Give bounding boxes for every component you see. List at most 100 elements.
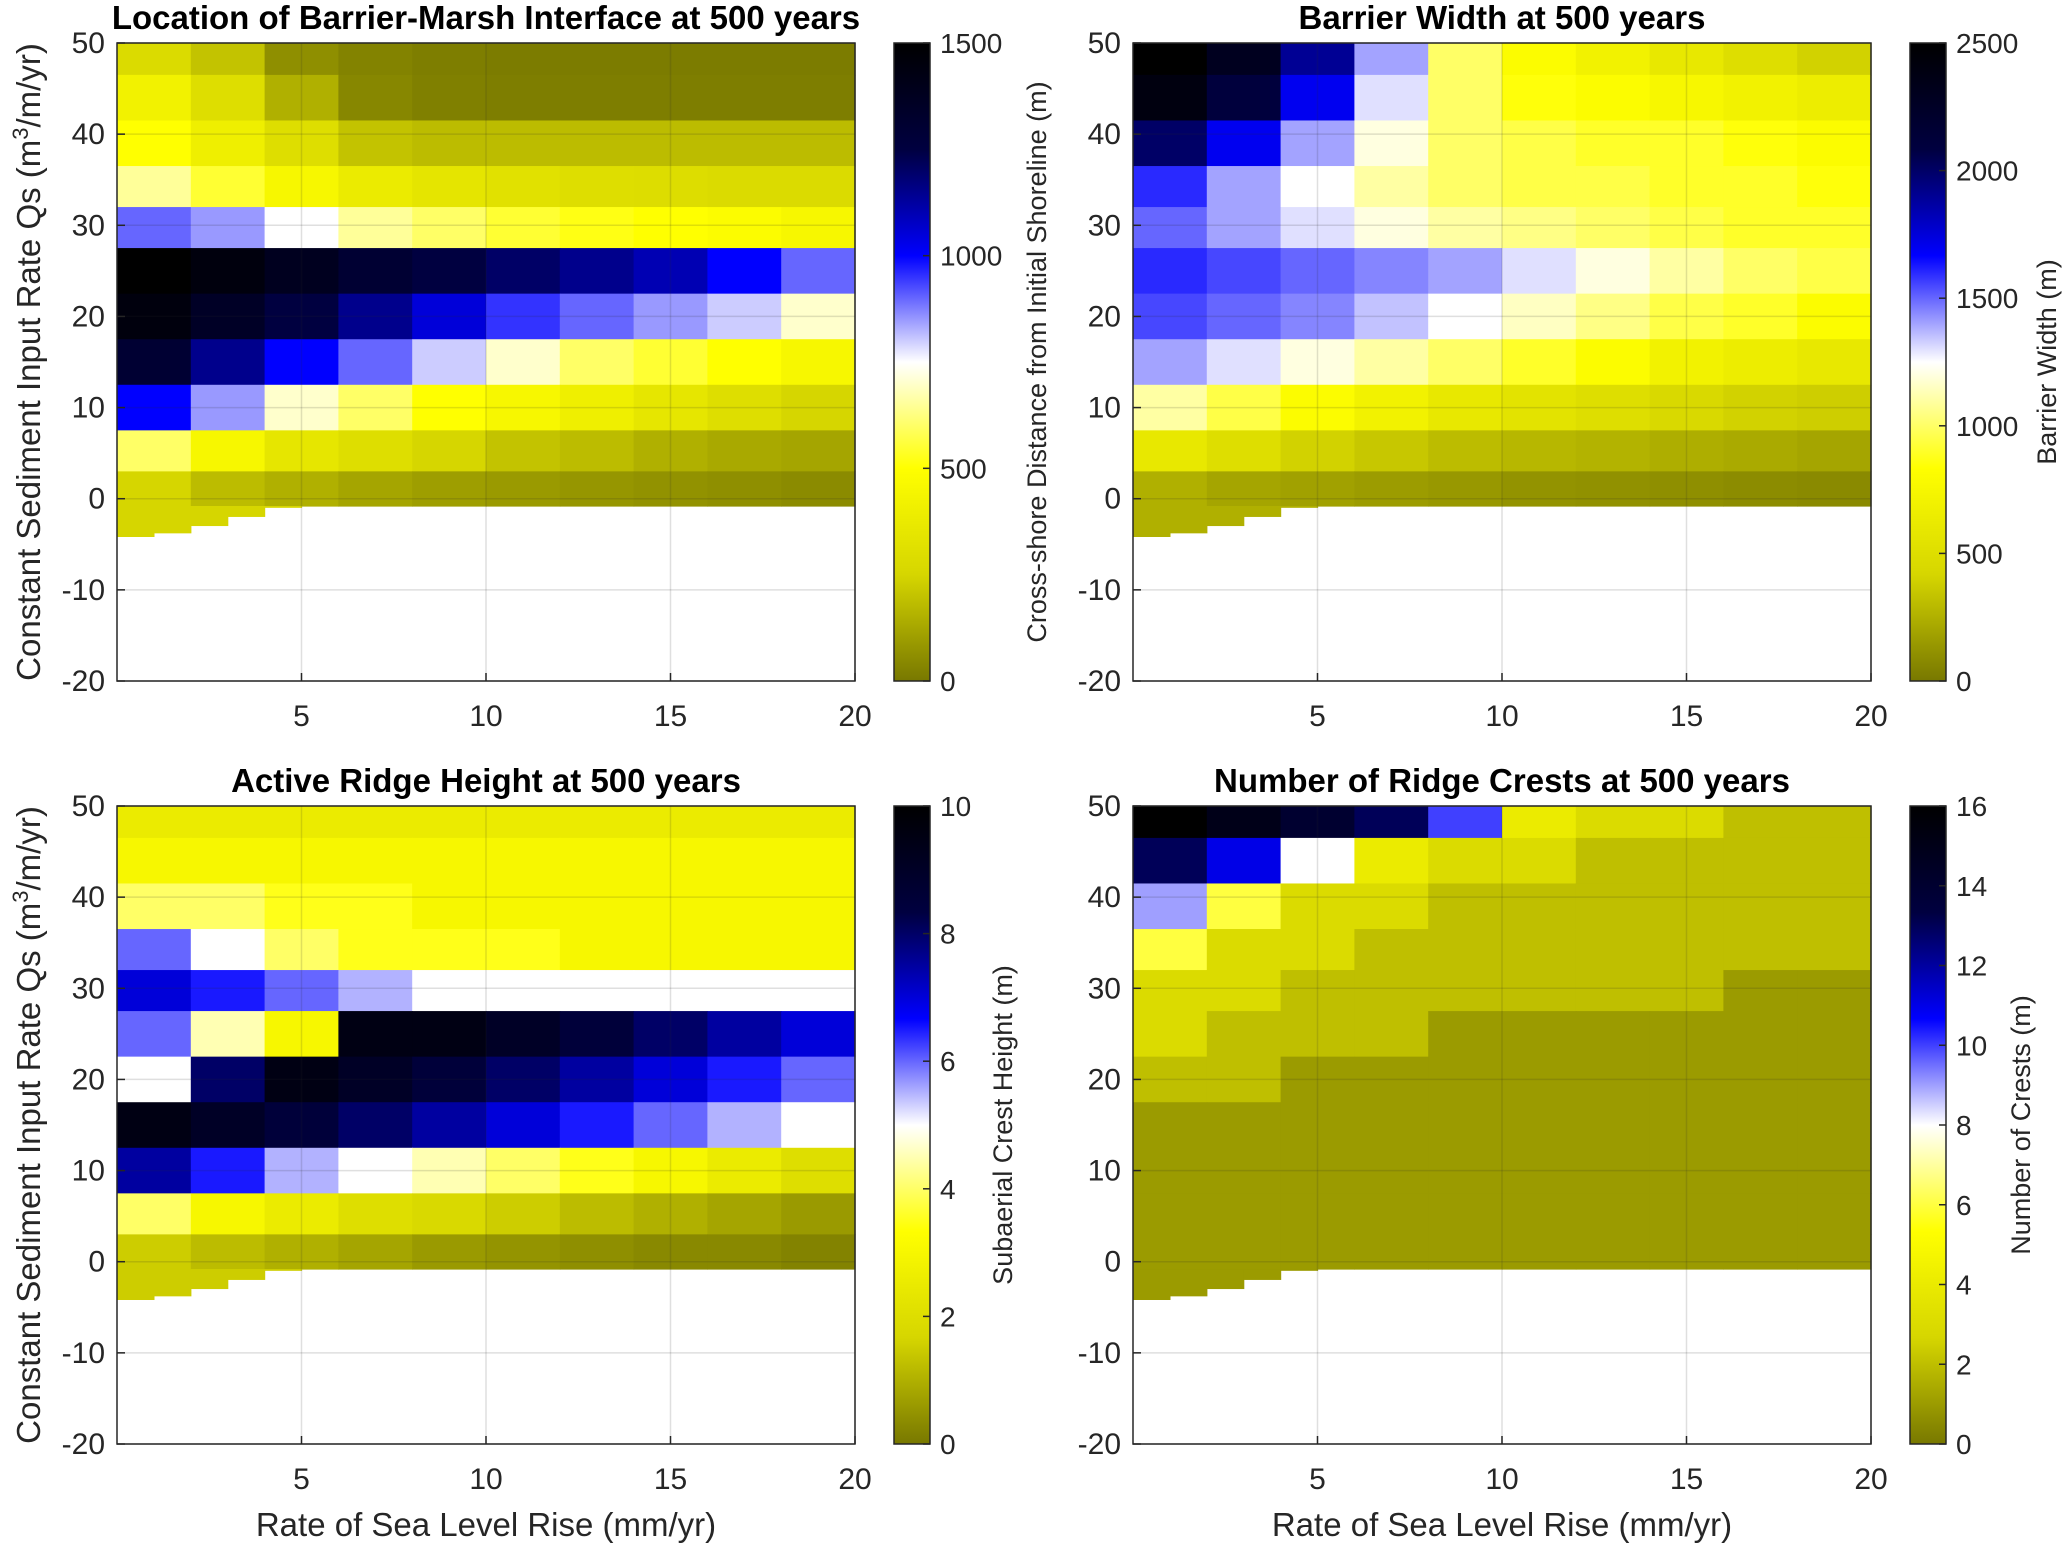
heatmap-cell (1575, 293, 1651, 340)
heatmap-cell (559, 929, 635, 971)
heatmap-cell (1133, 166, 1208, 208)
colorbar-label: Number of Crests (m) (2006, 995, 2036, 1255)
heatmap-cell (1723, 207, 1798, 249)
colorbar (893, 805, 931, 1445)
heatmap-cell (117, 1269, 155, 1300)
heatmap-cell (707, 1193, 782, 1235)
x-tick-label: 20 (1854, 1463, 1887, 1496)
heatmap-cell (1133, 1011, 1208, 1058)
colorbar-tick-label: 2 (1956, 1349, 1972, 1380)
heatmap-cell (633, 1234, 708, 1270)
heatmap-cell (1354, 120, 1429, 167)
heatmap-cell (707, 1011, 782, 1058)
heatmap-cell (633, 248, 708, 295)
heatmap-cell (117, 430, 192, 472)
heatmap-cell (412, 384, 487, 431)
heatmap-cell (1502, 471, 1577, 507)
colorbar-tick-label: 1500 (1956, 283, 2018, 314)
panel-width: 5 10 15 20 -20 -10 0 10 20 30 40 50 Barrier Width at… (1078, 0, 2062, 733)
heatmap-cell (1206, 74, 1282, 122)
heatmap-cell (1428, 207, 1503, 249)
heatmap-cell (338, 384, 413, 431)
heatmap-cell (781, 929, 856, 971)
y-tick-label: 20 (1088, 300, 1121, 333)
heatmap-cell (412, 1056, 487, 1103)
heatmap-cell (1428, 43, 1503, 76)
heatmap-cell (1502, 430, 1577, 472)
heatmap-cell (633, 1147, 708, 1194)
heatmap-cell (1133, 929, 1208, 971)
heatmap-cell (1575, 929, 1651, 971)
heatmap-cell (412, 471, 487, 507)
heatmap-cell (1797, 1147, 1872, 1194)
heatmap-cell (338, 1193, 413, 1235)
chart-title: Location of Barrier-Marsh Interface at 5… (112, 0, 860, 36)
heatmap-cell (1428, 166, 1503, 208)
heatmap-cell (117, 1234, 192, 1270)
heatmap-cell (1206, 883, 1282, 930)
heatmap-cell (1723, 248, 1798, 295)
x-tick-label: 15 (654, 1463, 687, 1496)
heatmap-cell (633, 293, 708, 340)
heatmap-cell (117, 384, 192, 431)
x-axis-label: Rate of Sea Level Rise (mm/yr) (1272, 1506, 1732, 1543)
heatmap-cell (1133, 1102, 1208, 1149)
heatmap-cell (1502, 883, 1577, 930)
heatmap-cell (1280, 1102, 1355, 1149)
heatmap-cell (1280, 1269, 1319, 1271)
heatmap-cell (559, 806, 635, 839)
heatmap-cell (486, 1056, 561, 1103)
heatmap-cell (559, 1234, 635, 1270)
heatmap-cell (1723, 1102, 1798, 1149)
heatmap-cell (1575, 837, 1651, 885)
heatmap-cell (486, 120, 561, 167)
heatmap-cell (264, 883, 339, 930)
heatmap-cell (1797, 339, 1872, 386)
heatmap-cell (1280, 339, 1355, 386)
heatmap-cell (1133, 806, 1208, 839)
heatmap-cell (412, 929, 487, 971)
colorbar-tick-label: 14 (1956, 871, 1987, 902)
heatmap-cell (1723, 430, 1798, 472)
heatmap-cell (338, 837, 413, 885)
y-tick-label: 30 (72, 972, 105, 1005)
y-tick-label: -10 (1078, 1337, 1121, 1370)
heatmap-cell (338, 883, 413, 930)
heatmap-cell (1133, 430, 1208, 472)
heatmap-cell (338, 1234, 413, 1270)
x-tick-label: 5 (1309, 700, 1326, 733)
heatmap-cell (1243, 506, 1282, 517)
heatmap-cell (190, 430, 266, 472)
heatmap-cell (1354, 248, 1429, 295)
y-tick-label: 30 (1088, 972, 1121, 1005)
heatmap-cell (707, 293, 782, 340)
heatmap-cell (559, 837, 635, 885)
heatmap-cell (338, 120, 413, 167)
heatmap-cell (1280, 166, 1355, 208)
heatmap-cell (707, 166, 782, 208)
heatmap-cell (486, 806, 561, 839)
heatmap-cell (559, 120, 635, 167)
heatmap-cell (1797, 471, 1872, 507)
heatmap-cell (1280, 837, 1355, 885)
heatmap-cell (1280, 120, 1355, 167)
colorbar-tick-label: 2000 (1956, 156, 2018, 187)
heatmap-cell (486, 248, 561, 295)
heatmap-cell (1797, 929, 1872, 971)
heatmap-cell (338, 929, 413, 971)
heatmap-cell (1649, 837, 1724, 885)
heatmap-cell (264, 207, 339, 249)
heatmap-cell (1133, 1147, 1208, 1194)
heatmap-cell (190, 837, 266, 885)
heatmap-cell (1502, 43, 1577, 76)
heatmap-cell (1354, 43, 1429, 76)
heatmap-cell (486, 883, 561, 930)
heatmap-cell (1206, 837, 1282, 885)
heatmap-cell (633, 384, 708, 431)
heatmap-cell (1723, 929, 1798, 971)
y-tick-label: 50 (72, 27, 105, 60)
heatmap-cell (707, 837, 782, 885)
heatmap-cell (1502, 293, 1577, 340)
heatmap-cell (1354, 1056, 1429, 1103)
heatmap-cell (1280, 471, 1355, 507)
